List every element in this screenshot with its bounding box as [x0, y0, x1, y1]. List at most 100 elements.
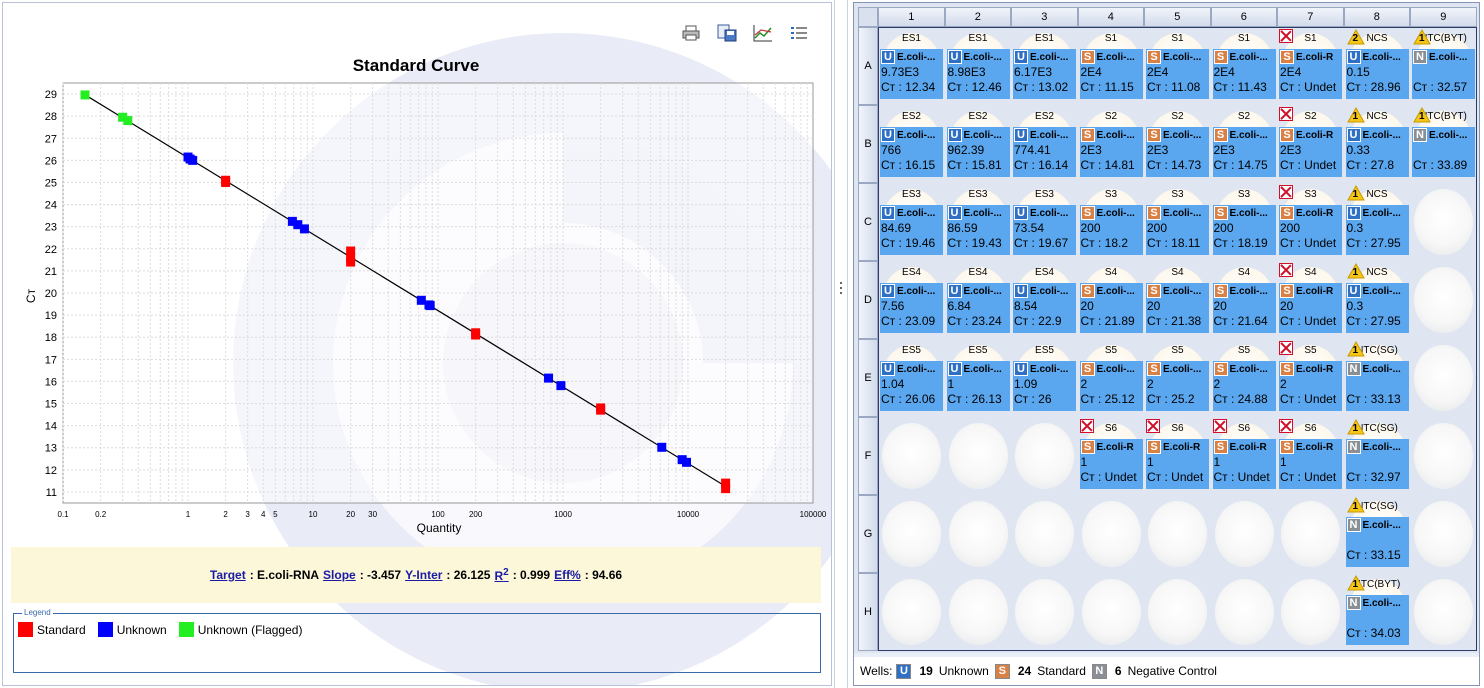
plate-well[interactable]: NTC(SG) N E.coli-... Cт : 33.15 1 [1344, 495, 1411, 573]
plate-well[interactable]: S6 S E.coli-R 1 Cт : Undet [1144, 417, 1211, 495]
plate-well[interactable]: S5 S E.coli-R 2 Cт : Undet [1277, 339, 1344, 417]
r2-link[interactable]: R2 [494, 567, 508, 583]
plate-well[interactable]: NTC(BYT) N E.coli-... Cт : 34.03 1 [1344, 573, 1411, 651]
y-inter-link[interactable]: Y-Inter [405, 568, 443, 582]
plate-well[interactable]: S3 S E.coli-R 200 Cт : Undet [1277, 183, 1344, 261]
warning-icon[interactable]: 1 [1346, 496, 1365, 513]
warning-icon[interactable]: 1 [1346, 262, 1365, 279]
plate-well[interactable]: ES3 U E.coli-... 84.69 Cт : 19.46 [878, 183, 945, 261]
warning-icon[interactable]: 1 [1346, 106, 1365, 123]
column-header[interactable]: 6 [1210, 7, 1277, 27]
plate-well[interactable]: S6 S E.coli-R 1 Cт : Undet [1277, 417, 1344, 495]
plate-well[interactable] [1410, 573, 1477, 651]
omit-flag-icon[interactable] [1079, 419, 1094, 433]
plate-well[interactable]: S4 S E.coli-R 20 Cт : Undet [1277, 261, 1344, 339]
plate-well[interactable]: ES4 U E.coli-... 7.56 Cт : 23.09 [878, 261, 945, 339]
omit-flag-icon[interactable] [1279, 107, 1293, 121]
omit-flag-icon[interactable] [1279, 29, 1293, 43]
warning-icon[interactable]: 1 [1413, 106, 1431, 123]
plate-well[interactable] [1277, 573, 1344, 651]
plate-well[interactable] [878, 495, 945, 573]
plate-well[interactable]: S2 S E.coli-... 2E3 Cт : 14.81 [1078, 105, 1145, 183]
plate-well[interactable]: ES2 U E.coli-... 766 Cт : 16.15 [878, 105, 945, 183]
row-header[interactable]: B [858, 105, 878, 183]
column-header[interactable]: 8 [1343, 7, 1410, 27]
warning-icon[interactable]: 1 [1346, 418, 1365, 435]
plate-well[interactable]: S2 S E.coli-... 2E3 Cт : 14.75 [1211, 105, 1278, 183]
plate-well[interactable] [1078, 495, 1145, 573]
plate-well[interactable]: S6 S E.coli-R 1 Cт : Undet [1078, 417, 1145, 495]
plate-well[interactable] [1011, 573, 1078, 651]
plate-well[interactable]: ES2 U E.coli-... 774.41 Cт : 16.14 [1011, 105, 1078, 183]
column-header[interactable]: 5 [1144, 7, 1211, 27]
row-header[interactable]: E [858, 339, 878, 417]
plate-well[interactable]: S3 S E.coli-... 200 Cт : 18.11 [1144, 183, 1211, 261]
omit-flag-icon[interactable] [1146, 419, 1160, 433]
list-icon[interactable] [787, 21, 811, 45]
plate-well[interactable]: S5 S E.coli-... 2 Cт : 25.2 [1144, 339, 1211, 417]
plate-well[interactable]: S1 S E.coli-... 2E4 Cт : 11.43 [1211, 27, 1278, 105]
plate-well[interactable]: S1 S E.coli-R 2E4 Cт : Undet [1277, 27, 1344, 105]
column-header[interactable]: 2 [944, 7, 1011, 27]
plate-well[interactable] [945, 495, 1012, 573]
plate-well[interactable] [1211, 573, 1278, 651]
target-link[interactable]: Target [209, 568, 246, 582]
eff-link[interactable]: Eff% [554, 568, 581, 582]
plate-well[interactable] [1410, 261, 1477, 339]
omit-flag-icon[interactable] [1279, 263, 1293, 277]
omit-flag-icon[interactable] [1212, 419, 1227, 433]
warning-icon[interactable]: 1 [1346, 574, 1365, 591]
plate-well[interactable]: S3 S E.coli-... 200 Cт : 18.2 [1078, 183, 1145, 261]
plate-well[interactable] [945, 417, 1012, 495]
plate-well[interactable]: S4 S E.coli-... 20 Cт : 21.64 [1211, 261, 1278, 339]
graph-icon[interactable] [751, 21, 775, 45]
omit-flag-icon[interactable] [1279, 419, 1293, 433]
plate-well[interactable]: ES1 U E.coli-... 8.98E3 Cт : 12.46 [945, 27, 1012, 105]
plate-well[interactable]: S5 S E.coli-... 2 Cт : 24.88 [1211, 339, 1278, 417]
row-header[interactable]: A [858, 27, 878, 105]
plate-well[interactable] [878, 573, 945, 651]
plate-well[interactable]: ES2 U E.coli-... 962.39 Cт : 15.81 [945, 105, 1012, 183]
row-header[interactable]: H [858, 573, 878, 651]
row-header[interactable]: G [858, 495, 878, 573]
warning-icon[interactable]: 1 [1413, 28, 1431, 45]
column-header[interactable]: 9 [1410, 7, 1477, 27]
row-header[interactable]: D [858, 261, 878, 339]
plate-well[interactable]: S1 S E.coli-... 2E4 Cт : 11.08 [1144, 27, 1211, 105]
plate-well[interactable]: S5 S E.coli-... 2 Cт : 25.12 [1078, 339, 1145, 417]
column-header[interactable]: 7 [1277, 7, 1344, 27]
plate-well[interactable] [1144, 573, 1211, 651]
plate-well[interactable]: ES5 U E.coli-... 1.09 Cт : 26 [1011, 339, 1078, 417]
plate-well[interactable]: S4 S E.coli-... 20 Cт : 21.38 [1144, 261, 1211, 339]
plate-well[interactable]: ES4 U E.coli-... 6.84 Cт : 23.24 [945, 261, 1012, 339]
plate-well[interactable]: S2 S E.coli-... 2E3 Cт : 14.73 [1144, 105, 1211, 183]
plate-well[interactable]: NTC(SG) N E.coli-... Cт : 33.13 1 [1344, 339, 1411, 417]
plate-well[interactable]: NCS U E.coli-... 0.33 Cт : 27.8 1 [1344, 105, 1411, 183]
plate-well[interactable]: ES5 U E.coli-... 1 Cт : 26.13 [945, 339, 1012, 417]
plate-well[interactable]: S4 S E.coli-... 20 Cт : 21.89 [1078, 261, 1145, 339]
plate-well[interactable] [1410, 339, 1477, 417]
plate-well[interactable] [1144, 495, 1211, 573]
plate-well[interactable]: S2 S E.coli-R 2E3 Cт : Undet [1277, 105, 1344, 183]
plate-corner[interactable] [858, 7, 878, 27]
column-header[interactable]: 4 [1077, 7, 1144, 27]
plate-well[interactable]: ES1 U E.coli-... 9.73E3 Cт : 12.34 [878, 27, 945, 105]
plate-well[interactable] [878, 417, 945, 495]
panel-splitter[interactable] [834, 0, 848, 688]
print-icon[interactable] [679, 21, 703, 45]
column-header[interactable]: 1 [878, 7, 945, 27]
row-header[interactable]: C [858, 183, 878, 261]
plate-well[interactable] [1211, 495, 1278, 573]
plate-well[interactable]: S6 S E.coli-R 1 Cт : Undet [1211, 417, 1278, 495]
plate-well[interactable] [1410, 495, 1477, 573]
plate-well[interactable]: NCS U E.coli-... 0.3 Cт : 27.95 1 [1344, 261, 1411, 339]
plate-well[interactable] [1078, 573, 1145, 651]
plate-well[interactable]: NTC(BYT) N E.coli-... Cт : 32.57 1 [1410, 27, 1477, 105]
plate-well[interactable] [1277, 495, 1344, 573]
plate-well[interactable]: NCS U E.coli-... 0.15 Cт : 28.96 2 [1344, 27, 1411, 105]
plate-well[interactable] [1410, 417, 1477, 495]
plate-well[interactable] [1011, 417, 1078, 495]
plate-well[interactable]: NTC(SG) N E.coli-... Cт : 32.97 1 [1344, 417, 1411, 495]
omit-flag-icon[interactable] [1279, 341, 1293, 355]
plate-well[interactable]: ES5 U E.coli-... 1.04 Cт : 26.06 [878, 339, 945, 417]
